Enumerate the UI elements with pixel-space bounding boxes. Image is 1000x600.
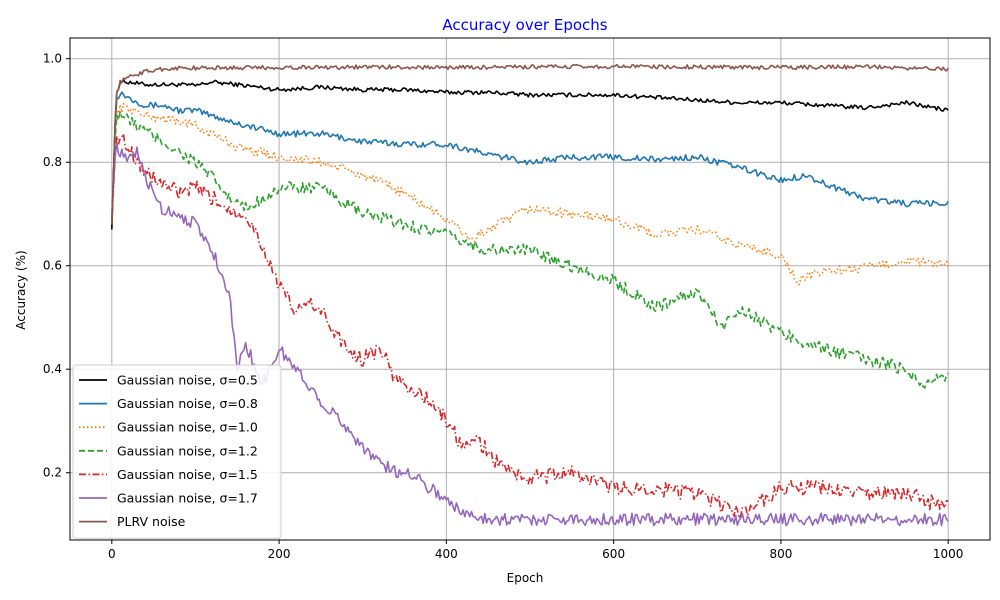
series-line <box>111 102 949 286</box>
x-tick-label: 800 <box>769 547 792 561</box>
chart-title: Accuracy over Epochs <box>442 16 607 34</box>
x-axis-label: Epoch <box>507 571 544 585</box>
y-tick-label: 0.4 <box>43 362 62 376</box>
series-lines <box>111 63 949 527</box>
legend-label: Gaussian noise, σ=1.7 <box>117 491 258 506</box>
series-line <box>111 63 949 225</box>
series-line <box>111 133 949 520</box>
x-tick-label: 400 <box>435 547 458 561</box>
y-tick-label: 1.0 <box>43 52 62 66</box>
series-line <box>111 91 949 225</box>
legend-label: Gaussian noise, σ=1.2 <box>117 443 258 458</box>
series-line <box>111 79 949 230</box>
y-tick-label: 0.6 <box>43 259 62 273</box>
x-tick-label: 0 <box>108 547 116 561</box>
legend-label: Gaussian noise, σ=1.5 <box>117 467 258 482</box>
axis-ticks: 0 200 400 600 800 1000 0.2 0.4 0.6 0.8 1.0 <box>43 52 964 561</box>
legend-label: Gaussian noise, σ=1.0 <box>117 420 258 435</box>
legend-label: PLRV noise <box>117 514 186 529</box>
plot-area-frame <box>69 37 991 541</box>
y-tick-label: 0.8 <box>43 155 62 169</box>
legend-label: Gaussian noise, σ=0.5 <box>117 373 258 388</box>
series-line <box>111 142 949 527</box>
x-tick-label: 1000 <box>933 547 964 561</box>
x-tick-label: 200 <box>268 547 291 561</box>
x-tick-label: 600 <box>602 547 625 561</box>
legend-label: Gaussian noise, σ=0.8 <box>117 396 258 411</box>
y-tick-label: 0.2 <box>43 466 62 480</box>
series-line <box>111 111 949 389</box>
legend-box <box>72 364 282 539</box>
legend: Gaussian noise, σ=0.5 Gaussian noise, σ=0… <box>72 364 282 539</box>
y-axis-label: Accuracy (%) <box>14 250 28 329</box>
